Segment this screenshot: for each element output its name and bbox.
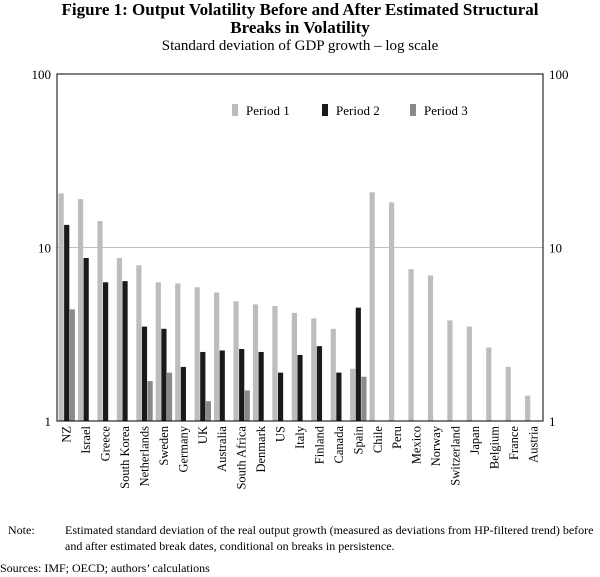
bar-period-1-south-korea [116,257,123,421]
bar-period-2-us [277,372,284,421]
y-tick-label-left: 10 [38,241,51,256]
bar-period-1-peru [389,202,395,421]
bar-period-1-sweden [155,282,161,421]
chart-title-continued: Breaks in Volatility [230,18,370,37]
bar-period-3-sweden [166,372,173,421]
note-label: Note: [8,523,35,537]
bar-period-1-nz [58,193,64,421]
legend-swatch [232,104,238,116]
y-tick-label-left: 1 [45,414,52,429]
bar-period-2-nz [64,224,70,421]
legend-swatch [322,104,328,116]
bar-period-2-israel [83,257,89,421]
x-tick-label: Belgium [487,426,501,469]
bar-period-3-spain [361,376,367,421]
bar-period-1-switzerland [447,320,453,421]
chart-title: Figure 1: Output Volatility Before and A… [61,0,539,19]
bar-period-3-uk [205,401,211,421]
bar-period-2-uk [200,351,206,421]
bar-period-1-austria [525,395,531,421]
x-tick-label: Australia [215,426,229,472]
y-tick-label-right: 1 [549,414,556,429]
bar-period-3-netherlands [147,381,153,421]
plot-frame [56,73,544,422]
bar-period-3-nz [69,309,75,421]
x-tick-label: Greece [99,426,113,462]
y-tick-label-right: 10 [549,241,562,256]
bar-period-1-belgium [486,347,492,421]
bar-period-2-greece [103,282,109,421]
legend-label: Period 2 [336,103,380,118]
bar-period-2-spain [355,307,361,421]
legend-swatch [410,104,416,116]
bar-period-2-south-africa [239,349,245,421]
legend-label: Period 1 [246,103,290,118]
bar-period-1-uk [194,287,200,421]
x-tick-label: Denmark [254,425,268,472]
bar-period-1-norway [427,275,434,421]
bar-period-1-netherlands [136,265,142,421]
x-tick-label: US [274,426,288,442]
bar-period-2-finland [316,346,323,421]
bar-period-1-south-africa [233,301,239,421]
bar-period-1-italy [291,312,297,421]
bar-period-2-sweden [161,328,167,421]
bar-period-1-finland [311,318,317,421]
x-tick-label: Norway [429,425,443,466]
x-tick-label: Switzerland [449,425,463,485]
bar-period-1-mexico [408,269,414,421]
bar-period-1-denmark [252,304,259,421]
legend-label: Period 3 [424,103,468,118]
bar-period-1-canada [330,328,336,421]
bar-period-2-canada [336,372,342,421]
bar-period-1-australia [214,292,220,421]
note-text: Estimated standard deviation of the real… [65,523,594,553]
chart-subtitle: Standard deviation of GDP growth – log s… [161,38,439,54]
x-tick-label: Peru [390,425,404,449]
bar-period-2-south-korea [122,281,128,421]
x-tick-label: Israel [79,425,93,453]
x-tick-label: South Africa [235,426,249,490]
y-tick-label-right: 100 [549,67,569,82]
bar-period-3-south-africa [244,390,250,421]
x-tick-label: Spain [351,425,365,454]
x-tick-label: Japan [468,425,482,454]
bar-period-1-france [505,366,511,421]
bar-period-2-denmark [258,351,264,421]
x-tick-label: Chile [371,426,385,454]
x-tick-label: France [507,426,521,460]
x-tick-label: Mexico [410,426,424,464]
x-tick-label: Germany [176,425,190,472]
bar-period-1-israel [77,199,84,421]
bar-period-2-germany [180,366,186,421]
x-tick-label: Austria [526,426,540,463]
x-tick-label: Netherlands [137,426,151,487]
bar-chart: 1 1 10 10 100 100 NZ Israel Greece South Korea Net… [32,67,569,490]
x-tick-label: Sweden [157,425,171,465]
bar-period-1-chile [369,192,375,421]
bar-period-1-greece [97,221,103,421]
x-tick-label: South Korea [118,426,132,489]
x-tick-label: Italy [293,425,307,449]
bar-period-1-germany [175,283,181,421]
x-tick-label: Canada [332,426,346,464]
bar-period-2-italy [297,355,303,421]
bar-period-2-netherlands [141,326,148,421]
bar-period-1-japan [466,326,472,421]
bar-period-1-us [272,306,278,421]
x-tick-label: NZ [60,426,74,443]
x-tick-label: UK [196,426,210,444]
y-tick-label-left: 100 [32,67,52,82]
bar-period-2-australia [219,350,225,421]
bar-period-1-spain [350,368,356,421]
x-tick-label: Finland [312,425,326,464]
sources: Sources: IMF; OECD; authors’ calculation… [0,561,210,575]
